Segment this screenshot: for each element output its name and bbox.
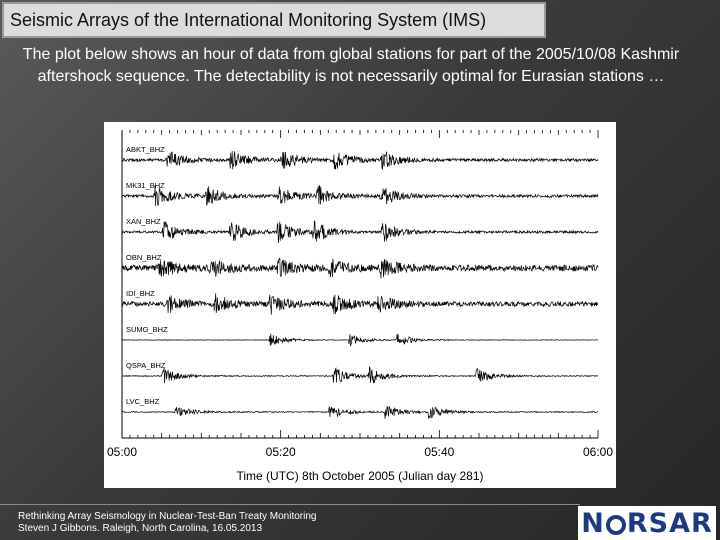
seismogram-trace xyxy=(121,220,599,244)
footer-line-1: Rethinking Array Seismology in Nuclear-T… xyxy=(18,511,317,522)
x-tick-label: 05:40 xyxy=(424,445,454,459)
slide-subtitle: The plot below shows an hour of data fro… xyxy=(22,46,680,85)
footer-divider xyxy=(0,504,580,505)
norsar-logo: N RSAR xyxy=(578,506,716,540)
seismogram-trace xyxy=(121,257,599,279)
logo-ring-icon xyxy=(605,515,626,535)
x-tick-label: 06:00 xyxy=(583,445,613,459)
trace-label: LVC_BHZ xyxy=(126,397,160,406)
seismogram-trace xyxy=(121,405,599,419)
slide-title: Seismic Arrays of the International Moni… xyxy=(2,2,546,38)
seismogram-trace xyxy=(121,150,599,170)
seismogram-trace xyxy=(121,184,599,207)
trace-label: MK31_BHZ xyxy=(126,181,165,190)
trace-label: IDI_BHZ xyxy=(126,289,155,298)
footer: Rethinking Array Seismology in Nuclear-T… xyxy=(18,511,316,535)
seismogram-trace xyxy=(121,293,599,315)
seismogram-plot: 05:00 05:20 05:40 06:00 Time (UTC) 8th Octob… xyxy=(104,122,616,488)
x-axis-label: Time (UTC) 8th October 2005 (Julian day … xyxy=(237,469,484,483)
x-tick-label: 05:00 xyxy=(107,445,137,459)
logo-letters: RSAR xyxy=(626,507,713,539)
trace-label: QSPA_BHZ xyxy=(126,361,166,370)
footer-line-2: Steven J Gibbons. Raleigh, North Carolin… xyxy=(18,523,263,534)
trace-label: ABKT_BHZ xyxy=(126,145,165,154)
seismogram-svg: 05:00 05:20 05:40 06:00 Time (UTC) 8th Octob… xyxy=(107,130,613,483)
seismogram-trace xyxy=(121,333,599,347)
trace-label: OBN_BHZ xyxy=(126,253,162,262)
trace-label: XAN_BHZ xyxy=(126,217,161,226)
trace-label: SUMG_BHZ xyxy=(126,325,168,334)
x-tick-label: 05:20 xyxy=(266,445,296,459)
seismogram-trace xyxy=(121,365,599,384)
logo-letter-n: N xyxy=(581,507,605,539)
